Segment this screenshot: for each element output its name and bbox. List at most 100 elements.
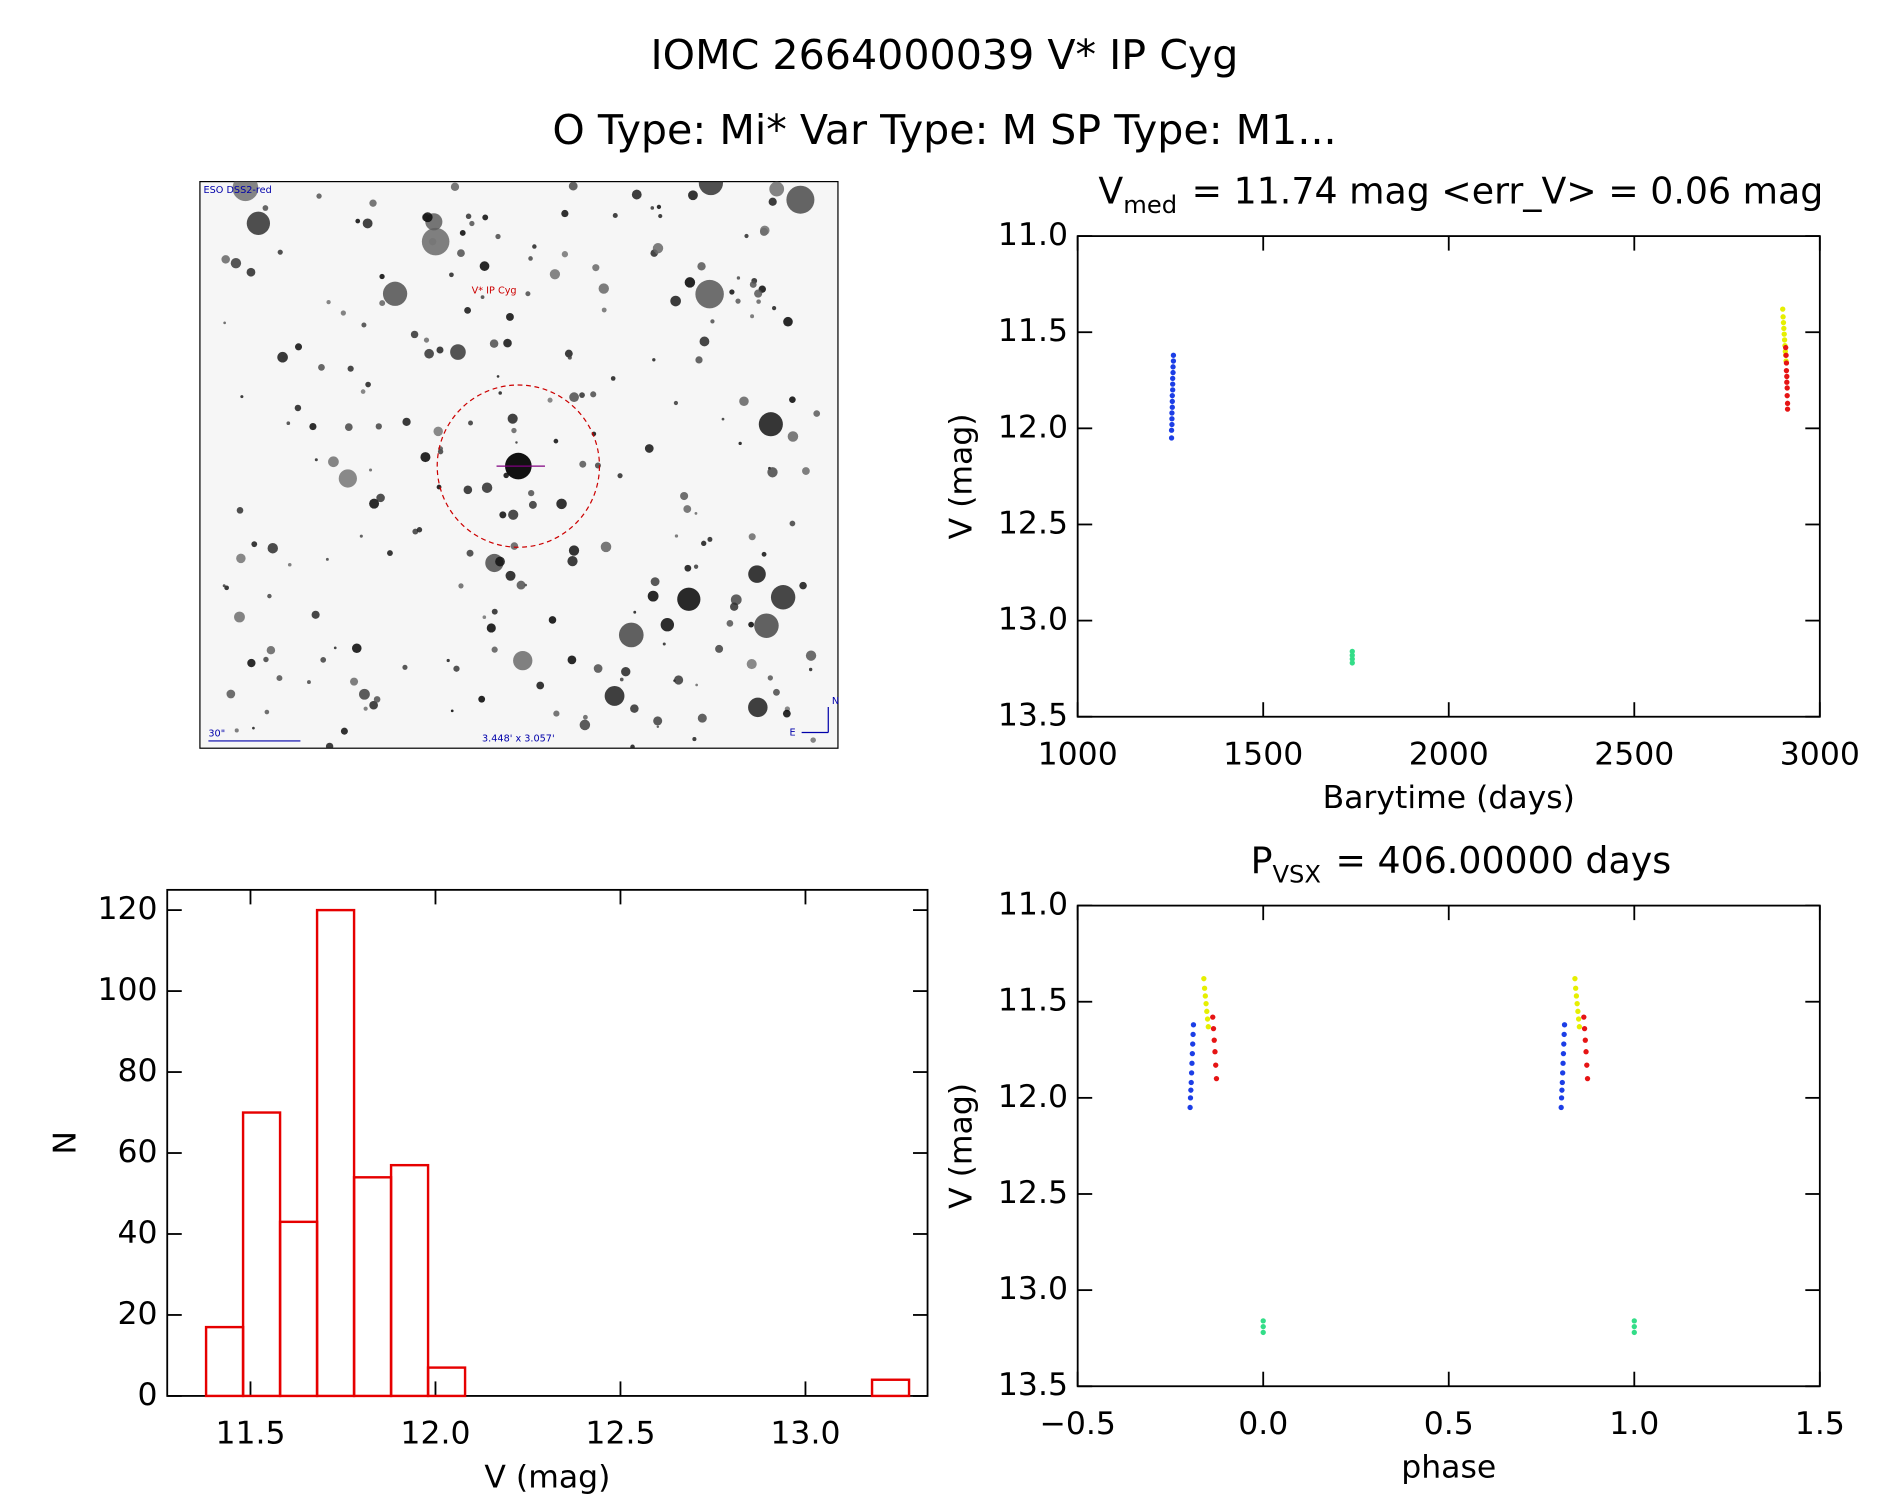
star xyxy=(240,395,244,399)
star xyxy=(782,709,791,718)
star xyxy=(311,610,320,619)
star xyxy=(670,295,681,307)
stars xyxy=(221,181,821,749)
star xyxy=(510,542,519,550)
star xyxy=(263,656,269,663)
star xyxy=(277,249,283,255)
star xyxy=(524,583,528,587)
star xyxy=(433,426,443,437)
point xyxy=(1190,1022,1197,1028)
star xyxy=(309,423,317,431)
star xyxy=(750,314,755,319)
star xyxy=(344,423,353,431)
star xyxy=(287,562,292,567)
point xyxy=(1188,1079,1194,1086)
star xyxy=(695,356,703,364)
star xyxy=(224,585,229,591)
star xyxy=(579,392,585,398)
point xyxy=(1561,1022,1568,1028)
plot-frame xyxy=(1076,904,1821,1388)
compass xyxy=(801,707,829,734)
x-axis-label: Barytime (days) xyxy=(1323,780,1575,816)
star xyxy=(810,737,816,743)
star xyxy=(677,587,701,611)
star xyxy=(450,344,466,360)
star xyxy=(495,233,501,240)
title-main: V xyxy=(1098,170,1123,213)
star xyxy=(479,261,490,271)
x-tick-label: 2000 xyxy=(1409,736,1489,772)
star xyxy=(468,420,473,426)
star xyxy=(362,218,373,229)
star xyxy=(247,658,256,668)
star xyxy=(282,354,288,361)
star xyxy=(376,493,385,503)
star xyxy=(684,277,696,288)
y-tick-label: 13.0 xyxy=(998,1271,1068,1307)
star xyxy=(758,412,783,437)
x-tick-label: 13.0 xyxy=(770,1416,840,1452)
star xyxy=(590,391,597,398)
star xyxy=(619,677,624,682)
star xyxy=(478,695,486,703)
star xyxy=(730,594,742,606)
x-tick-label: 0.5 xyxy=(1424,1406,1474,1442)
y-axis-label: V (mag) xyxy=(944,413,980,539)
x-tick-label: 11.5 xyxy=(215,1416,285,1452)
star xyxy=(569,392,579,403)
x-tick-label: 12.5 xyxy=(585,1416,655,1452)
star xyxy=(325,742,334,749)
star xyxy=(656,725,660,728)
star xyxy=(536,681,545,690)
star xyxy=(604,686,625,706)
star xyxy=(749,281,757,288)
point xyxy=(1575,1016,1582,1022)
point xyxy=(1631,1329,1637,1336)
y-tick-label: 13.5 xyxy=(998,1367,1068,1403)
point xyxy=(1189,1060,1195,1066)
star xyxy=(789,520,796,527)
x-tick-label: 1.5 xyxy=(1795,1406,1845,1442)
star xyxy=(369,199,377,207)
point xyxy=(1188,1087,1194,1093)
point xyxy=(1169,398,1175,405)
star xyxy=(465,213,472,220)
point xyxy=(1631,1318,1637,1324)
star xyxy=(658,214,663,219)
star xyxy=(498,391,502,395)
star xyxy=(458,583,464,589)
point xyxy=(1574,1000,1580,1007)
star xyxy=(369,498,380,509)
star xyxy=(697,262,706,271)
bar xyxy=(426,1366,467,1398)
star xyxy=(633,610,637,614)
point xyxy=(1575,1008,1581,1015)
star xyxy=(695,683,698,687)
star xyxy=(314,458,318,462)
point xyxy=(1784,400,1791,407)
star xyxy=(730,602,739,611)
bar xyxy=(870,1378,911,1398)
point xyxy=(1170,387,1176,393)
star xyxy=(787,431,799,442)
y-tick-label: 0 xyxy=(138,1377,158,1413)
star xyxy=(236,507,244,514)
star xyxy=(735,298,741,304)
point xyxy=(1783,368,1790,374)
point xyxy=(1631,1323,1637,1330)
star xyxy=(222,584,226,588)
star xyxy=(799,581,807,590)
plot-title: PVSX = 406.00000 days xyxy=(1251,839,1672,888)
star xyxy=(402,417,411,426)
star xyxy=(767,467,778,478)
y-axis-label: V (mag) xyxy=(944,1083,980,1209)
page-title: IOMC 2664000039 V* IP Cyg xyxy=(651,31,1239,79)
star xyxy=(567,655,577,665)
star xyxy=(416,527,423,533)
star xyxy=(262,205,269,211)
star xyxy=(230,257,242,269)
point xyxy=(1349,656,1355,662)
star xyxy=(347,365,354,372)
star xyxy=(246,211,271,235)
star xyxy=(307,680,311,685)
